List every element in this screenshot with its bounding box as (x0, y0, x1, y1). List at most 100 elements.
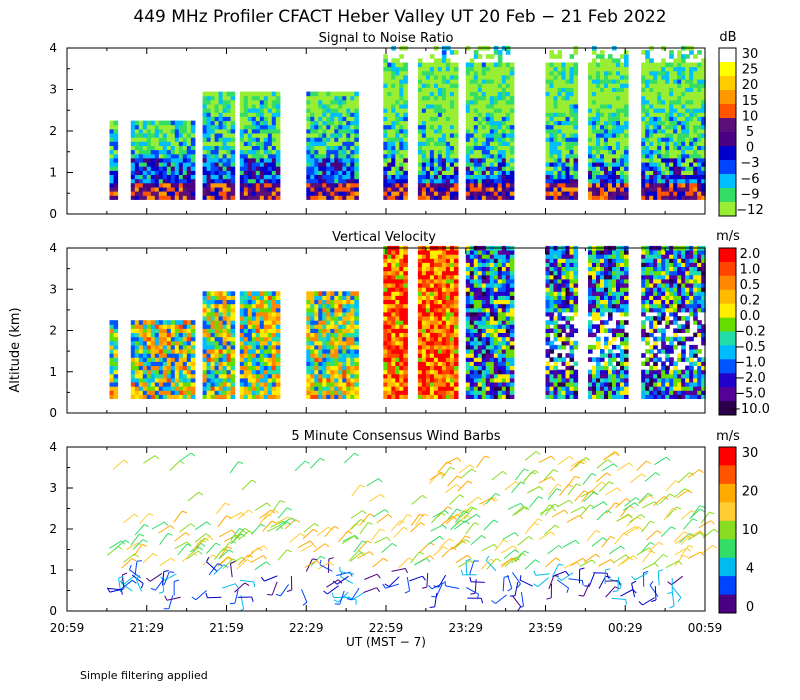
heatmap-cell (350, 303, 355, 309)
heatmap-cell (403, 316, 408, 321)
heatmap-cell (677, 112, 682, 117)
heatmap-cell (493, 75, 499, 80)
heatmap-cell (334, 133, 339, 138)
heatmap-cell (134, 365, 140, 371)
heatmap-cell (616, 162, 621, 167)
heatmap-cell (310, 91, 315, 97)
heatmap-cell (437, 162, 443, 167)
heatmap-cell (310, 95, 315, 101)
heatmap-cell (310, 141, 315, 146)
heatmap-cell (178, 149, 184, 155)
heatmap-cell (697, 128, 702, 134)
heatmap-cell (485, 75, 491, 80)
heatmap-cell (399, 299, 404, 305)
heatmap-cell (334, 170, 339, 175)
heatmap-cell (429, 79, 435, 84)
heatmap-cell (417, 137, 423, 142)
heatmap-cell (592, 149, 597, 155)
heatmap-cell (701, 149, 706, 155)
heatmap-cell (465, 75, 471, 80)
heatmap-cell (210, 365, 216, 371)
heatmap-cell (604, 195, 609, 200)
heatmap-cell (255, 357, 261, 362)
heatmap-cell (677, 79, 682, 84)
heatmap-cell (425, 87, 431, 92)
heatmap-cell (202, 307, 208, 313)
heatmap-cell (425, 283, 431, 288)
heatmap-cell (210, 369, 216, 375)
heatmap-cell (310, 291, 315, 296)
heatmap-cell (190, 187, 196, 192)
heatmap-cell (441, 316, 447, 321)
heatmap-cell (206, 382, 212, 387)
heatmap-cell (182, 365, 188, 371)
heatmap-cell (689, 195, 694, 200)
heatmap-cell (263, 394, 269, 399)
heatmap-cell (206, 291, 212, 296)
heatmap-cell (263, 336, 269, 342)
heatmap-cell (395, 99, 400, 105)
heatmap-cell (693, 158, 698, 163)
heatmap-cell (150, 137, 156, 142)
heatmap-cell (326, 174, 331, 180)
heatmap-cell (469, 141, 475, 146)
heatmap-cell (314, 328, 319, 333)
heatmap-cell (545, 108, 551, 113)
heatmap-cell (154, 394, 160, 399)
heatmap-cell (685, 141, 690, 146)
heatmap-cell (600, 99, 605, 105)
heatmap-cell (259, 166, 265, 171)
heatmap-cell (417, 170, 423, 175)
heatmap-cell (693, 128, 698, 134)
heatmap-cell (469, 191, 475, 196)
heatmap-cell (701, 112, 706, 117)
heatmap-cell (395, 182, 400, 188)
heatmap-cell (166, 128, 172, 134)
heatmap-cell (445, 357, 451, 362)
heatmap-cell (592, 174, 597, 180)
heatmap-cell (395, 316, 400, 321)
heatmap-cell (387, 295, 392, 300)
heatmap-cell (239, 95, 245, 101)
heatmap-cell (226, 99, 232, 105)
heatmap-cell (429, 365, 435, 371)
heatmap-cell (693, 133, 698, 138)
heatmap-cell (338, 124, 343, 130)
heatmap-cell (489, 104, 495, 109)
heatmap-cell (222, 344, 228, 350)
heatmap-cell (403, 299, 408, 305)
heatmap-cell (501, 174, 507, 180)
heatmap-cell (387, 112, 392, 117)
heatmap-cell (142, 170, 148, 175)
heatmap-cell (573, 174, 579, 180)
heatmap-cell (387, 128, 392, 134)
heatmap-cell (549, 62, 555, 68)
heatmap-cell (399, 295, 404, 300)
heatmap-cell (342, 365, 347, 371)
heatmap-cell (255, 187, 261, 192)
heatmap-cell (186, 382, 192, 387)
heatmap-cell (146, 170, 152, 175)
heatmap-cell (604, 174, 609, 180)
heatmap-cell (437, 145, 443, 151)
heatmap-cell (600, 108, 605, 113)
heatmap-cell (306, 195, 311, 200)
colorbar-tick-label: −9 (740, 187, 759, 202)
heatmap-cell (346, 149, 351, 155)
heatmap-cell (645, 108, 650, 113)
heatmap-cell (645, 95, 650, 101)
heatmap-cell (417, 141, 423, 146)
heatmap-cell (429, 116, 435, 122)
heatmap-cell (641, 50, 646, 55)
heatmap-cell (154, 187, 160, 192)
heatmap-cell (501, 141, 507, 146)
heatmap-cell (346, 340, 351, 346)
heatmap-cell (214, 373, 220, 379)
heatmap-cell (306, 344, 311, 350)
heatmap-cell (505, 95, 511, 101)
heatmap-cell (330, 120, 335, 126)
heatmap-cell (604, 75, 609, 80)
heatmap-cell (109, 141, 115, 146)
heatmap-cell (437, 357, 443, 362)
heatmap-cell (481, 62, 487, 68)
